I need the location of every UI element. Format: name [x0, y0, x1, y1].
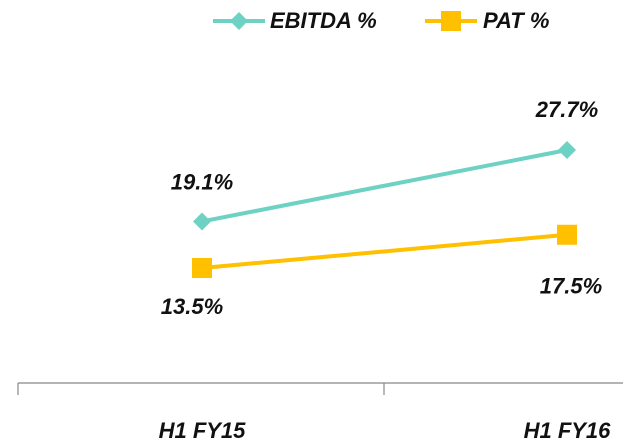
data-label: 13.5% [161, 294, 223, 319]
marker [192, 258, 212, 278]
data-label: 27.7% [535, 97, 598, 122]
series-line [201, 148, 568, 224]
x-tick-label: H1 FY15 [159, 418, 247, 443]
marker [441, 11, 461, 31]
data-label: 17.5% [540, 274, 602, 299]
marker [230, 12, 248, 30]
marker [193, 212, 211, 231]
x-tick-label: H1 FY16 [524, 418, 612, 443]
marker [557, 224, 577, 245]
legend-label: EBITDA % [270, 8, 377, 33]
marker [558, 141, 576, 159]
series-line [201, 232, 568, 270]
data-label: 19.1% [171, 169, 233, 194]
legend-label: PAT % [483, 8, 549, 33]
